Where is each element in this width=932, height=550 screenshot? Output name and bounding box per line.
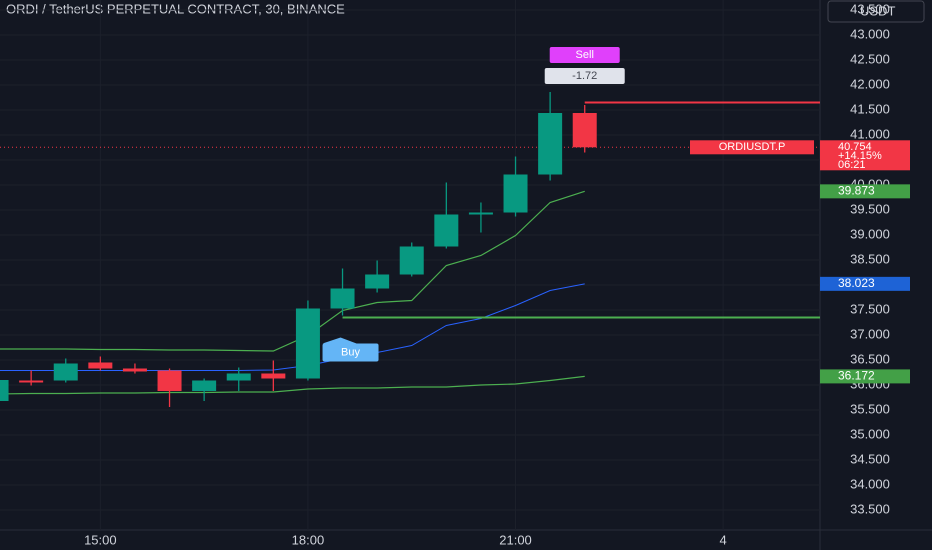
candle-body [365, 274, 390, 289]
candle-body [226, 373, 251, 381]
candle-body [572, 113, 597, 148]
y-tick-label: 41.000 [850, 126, 890, 141]
signal-label: Sell [576, 49, 594, 61]
indicator-line [0, 375, 585, 395]
currency-label[interactable]: USDT [860, 3, 895, 18]
y-tick-label: 43.000 [850, 26, 890, 41]
y-tick-label: 43.500 [850, 1, 890, 16]
y-tick-label: 42.000 [850, 76, 890, 91]
y-tick-label: 34.000 [850, 476, 890, 491]
axis-value-box [820, 184, 910, 199]
price-box [820, 140, 910, 171]
y-tick-label: 41.500 [850, 101, 890, 116]
candle-body [261, 373, 286, 379]
symbol-box [690, 140, 814, 155]
candle-body [0, 380, 9, 401]
candle-body [468, 212, 493, 215]
indicator-line [0, 190, 585, 352]
signal-label: Buy [341, 346, 360, 358]
candle-body [122, 368, 147, 372]
y-tick-label: 37.000 [850, 326, 890, 341]
symbol-label: ORDIUSDT.P [719, 141, 786, 153]
candle-body [330, 288, 355, 309]
x-tick-label: 15:00 [84, 532, 117, 547]
y-tick-label: 36.500 [850, 351, 890, 366]
axis-value-label: 36.172 [838, 369, 875, 383]
countdown-label: 06:21 [838, 159, 866, 171]
candle-body [88, 362, 113, 369]
x-tick-label: 18:00 [292, 532, 325, 547]
candle-body [399, 246, 424, 275]
y-tick-label: 42.500 [850, 51, 890, 66]
candle-body [157, 370, 182, 391]
candle-body [295, 308, 320, 379]
signal-value-box [544, 68, 625, 84]
y-tick-label: 35.500 [850, 401, 890, 416]
y-tick-label: 37.500 [850, 301, 890, 316]
change-label: +14.15% [838, 150, 882, 162]
x-tick-label: 4 [720, 532, 727, 547]
signal-box [549, 47, 620, 63]
axis-value-label: 38.023 [838, 276, 875, 290]
x-tick-label: 21:00 [499, 532, 532, 547]
y-tick-label: 38.500 [850, 251, 890, 266]
candle-body [538, 113, 563, 175]
y-tick-label: 33.500 [850, 501, 890, 516]
indicator-line [0, 283, 585, 371]
y-tick-label: 35.000 [850, 426, 890, 441]
candle-body [434, 214, 459, 247]
y-tick-label: 39.000 [850, 226, 890, 241]
candle-body [192, 380, 217, 391]
axis-value-label: 39.873 [838, 184, 875, 198]
currency-button[interactable] [827, 0, 925, 23]
candle-body [19, 380, 44, 383]
y-tick-label: 39.500 [850, 201, 890, 216]
signal-box [322, 343, 379, 362]
chart-title: ORDI / TetherUS PERPETUAL CONTRACT, 30, … [6, 1, 345, 16]
price-label: 40.754 [838, 141, 872, 153]
y-tick-label: 34.500 [850, 451, 890, 466]
axis-value-box [820, 276, 910, 291]
candle-body [53, 363, 78, 381]
signal-arrow [322, 337, 357, 344]
signal-value: -1.72 [572, 70, 597, 82]
axis-value-box [820, 369, 910, 384]
candle-body [503, 174, 528, 213]
